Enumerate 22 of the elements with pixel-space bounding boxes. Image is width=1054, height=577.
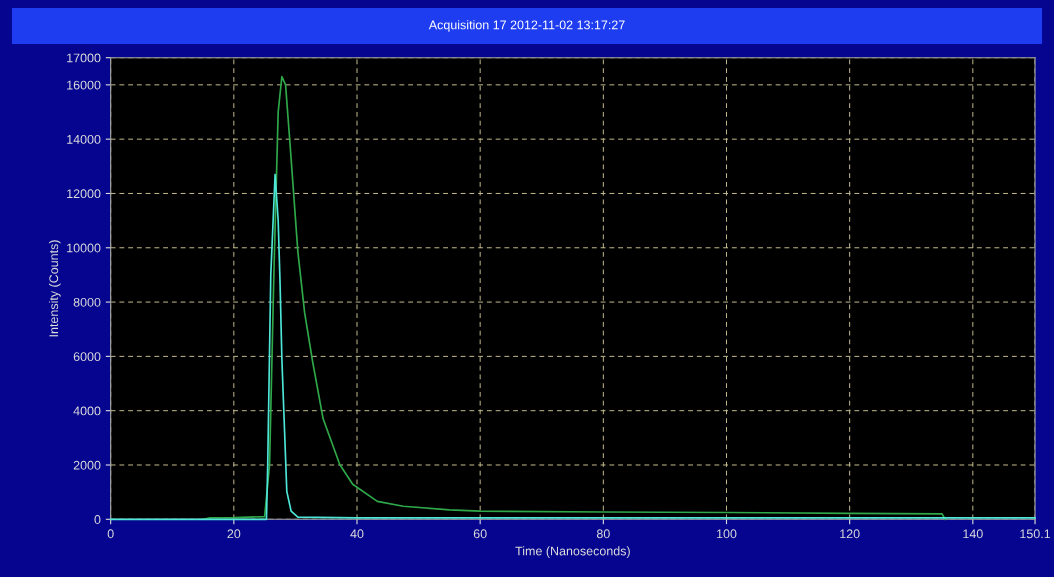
x-tick-label: 40 xyxy=(350,529,364,539)
x-tick-label: 150.1 xyxy=(1020,529,1051,539)
chart-title: Acquisition 17 2012-11-02 13:17:27 xyxy=(428,20,625,32)
y-tick-label: 6000 xyxy=(73,352,101,362)
y-tick-label: 8000 xyxy=(73,297,101,307)
y-tick-label: 4000 xyxy=(73,406,101,416)
y-tick-label: 10000 xyxy=(67,243,101,253)
y-axis-title: Intensity (Counts) xyxy=(48,240,61,337)
x-axis-title: Time (Nanoseconds) xyxy=(515,546,630,558)
y-tick-label: 12000 xyxy=(67,189,101,199)
y-tick-label: 17000 xyxy=(67,53,101,63)
y-tick-label: 2000 xyxy=(73,460,101,470)
y-tick-label: 0 xyxy=(94,515,101,524)
x-tick-label: 20 xyxy=(227,529,241,539)
x-tick-label: 120 xyxy=(840,529,860,539)
y-tick-label: 14000 xyxy=(67,134,101,144)
x-tick-label: 140 xyxy=(963,529,983,539)
x-tick-label: 60 xyxy=(473,529,487,539)
x-tick-label: 100 xyxy=(717,529,737,539)
x-tick-label: 80 xyxy=(596,529,610,539)
y-tick-label: 16000 xyxy=(67,80,101,90)
x-tick-label: 0 xyxy=(107,529,114,539)
